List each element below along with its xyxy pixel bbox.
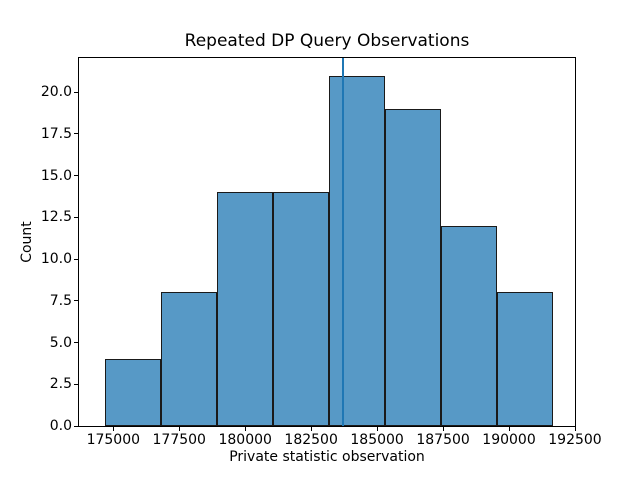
x-tick-label: 175000: [86, 432, 141, 448]
y-tick-mark: [74, 91, 78, 93]
histogram-bar: [217, 192, 274, 426]
y-tick-label: 10.0: [40, 251, 72, 268]
x-tick-mark: [178, 427, 180, 431]
histogram-bar: [441, 225, 498, 426]
plot-area: [78, 57, 576, 427]
y-tick-label: 5.0: [49, 334, 72, 351]
chart-title: Repeated DP Query Observations: [184, 31, 470, 51]
x-tick-label: 187500: [416, 432, 470, 448]
x-tick-mark: [112, 427, 114, 431]
histogram-bar: [273, 192, 330, 426]
y-tick-mark: [74, 342, 78, 344]
x-tick-label: 180000: [218, 432, 272, 448]
y-tick-label: 2.5: [49, 376, 72, 393]
x-tick-mark: [508, 427, 510, 431]
y-tick-mark: [74, 425, 78, 427]
x-tick-label: 177500: [152, 432, 206, 448]
y-tick-label: 12.5: [40, 209, 72, 226]
reference-vline: [341, 58, 344, 426]
x-tick-label: 192500: [548, 432, 602, 448]
histogram-bar: [329, 75, 386, 426]
y-tick-label: 20.0: [40, 84, 72, 101]
y-tick-mark: [74, 133, 78, 135]
x-tick-mark: [244, 427, 246, 431]
y-tick-mark: [74, 216, 78, 218]
x-axis-label: Private statistic observation: [229, 449, 425, 465]
x-tick-mark: [574, 427, 576, 431]
x-tick-mark: [310, 427, 312, 431]
histogram-bar: [105, 359, 162, 426]
x-tick-label: 185000: [350, 432, 404, 448]
x-tick-mark: [442, 427, 444, 431]
y-tick-label: 17.5: [40, 125, 72, 142]
histogram-bar: [161, 292, 218, 426]
y-tick-mark: [74, 383, 78, 385]
y-tick-label: 0.0: [49, 418, 72, 434]
y-tick-mark: [74, 300, 78, 302]
x-tick-mark: [376, 427, 378, 431]
y-tick-mark: [74, 258, 78, 260]
y-tick-label: 7.5: [49, 292, 72, 309]
x-tick-label: 190000: [482, 432, 536, 448]
histogram-bar: [385, 108, 442, 426]
histogram-bar: [497, 292, 554, 426]
y-tick-label: 15.0: [40, 167, 72, 184]
x-tick-label: 182500: [284, 432, 338, 448]
y-tick-mark: [74, 175, 78, 177]
